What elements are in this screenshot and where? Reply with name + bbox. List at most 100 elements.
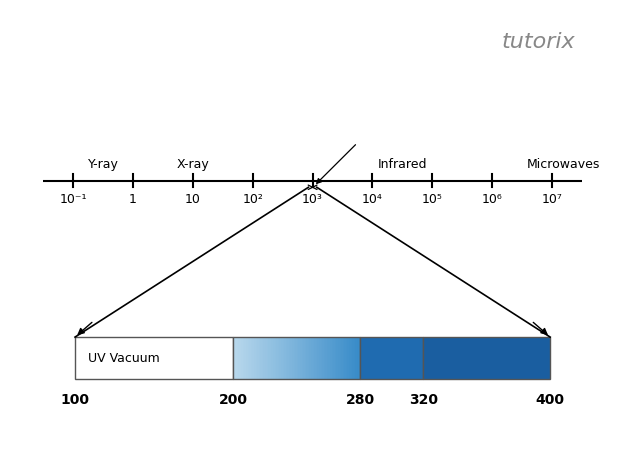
Bar [357, 337, 359, 379]
Text: 10⁵: 10⁵ [422, 192, 443, 205]
Bar [270, 337, 272, 379]
Text: 1: 1 [129, 192, 137, 205]
Bar [346, 337, 348, 379]
Bar [273, 337, 275, 379]
Bar [251, 337, 253, 379]
Text: Infrared: Infrared [378, 157, 427, 170]
Text: 10⁷: 10⁷ [542, 192, 563, 205]
Text: UV Vacuum: UV Vacuum [88, 352, 160, 364]
Bar [325, 337, 327, 379]
Bar [282, 337, 285, 379]
Bar [290, 337, 293, 379]
Bar [336, 337, 339, 379]
Bar [253, 337, 255, 379]
Bar [303, 337, 305, 379]
Text: 320: 320 [409, 392, 438, 406]
Bar [271, 337, 274, 379]
Text: 400: 400 [535, 392, 565, 406]
Bar [254, 337, 256, 379]
Bar [256, 337, 258, 379]
Bar [327, 337, 329, 379]
Text: 10⁻¹: 10⁻¹ [59, 192, 87, 205]
Bar [301, 337, 304, 379]
Bar [268, 337, 271, 379]
Bar [354, 337, 356, 379]
Text: 10⁶: 10⁶ [482, 192, 503, 205]
Bar [358, 337, 361, 379]
Bar [314, 337, 316, 379]
Text: Y-ray: Y-ray [88, 157, 119, 170]
Bar [333, 337, 335, 379]
Text: 200: 200 [219, 392, 248, 406]
Bar [318, 337, 320, 379]
Bar [313, 337, 315, 379]
Bar [265, 337, 267, 379]
Bar [298, 337, 301, 379]
Text: 100: 100 [61, 392, 90, 406]
Bar [284, 337, 287, 379]
Bar [292, 337, 295, 379]
Bar [355, 337, 358, 379]
Bar [311, 337, 313, 379]
Bar [286, 337, 288, 379]
Bar [257, 337, 259, 379]
Bar [278, 337, 280, 379]
Bar [248, 337, 250, 379]
Bar [238, 337, 241, 379]
Bar [329, 337, 331, 379]
Bar [347, 337, 350, 379]
Bar [423, 337, 550, 379]
Bar [332, 337, 334, 379]
Text: 280: 280 [345, 392, 374, 406]
Bar [264, 337, 266, 379]
Bar [350, 337, 353, 379]
Bar [267, 337, 269, 379]
Bar [300, 337, 302, 379]
Bar [243, 337, 245, 379]
Bar [344, 337, 347, 379]
Bar [246, 337, 248, 379]
Text: 10: 10 [185, 192, 201, 205]
Bar [262, 337, 264, 379]
Bar [339, 337, 342, 379]
Bar [343, 337, 345, 379]
Bar [321, 337, 323, 379]
Bar [236, 337, 239, 379]
Bar [245, 337, 247, 379]
Bar [287, 337, 290, 379]
Bar [306, 337, 309, 379]
Bar [289, 337, 291, 379]
Bar [233, 337, 236, 379]
Text: 10⁴: 10⁴ [362, 192, 383, 205]
Bar [335, 337, 337, 379]
Bar [279, 337, 282, 379]
Bar [352, 337, 355, 379]
Bar [275, 337, 277, 379]
Bar [316, 337, 318, 379]
Text: X-ray: X-ray [176, 157, 209, 170]
Bar [319, 337, 321, 379]
Bar [281, 337, 284, 379]
Bar [233, 337, 360, 379]
Bar [322, 337, 324, 379]
Bar [297, 337, 299, 379]
Bar [308, 337, 310, 379]
Bar [241, 337, 244, 379]
Bar [261, 337, 262, 379]
Bar [276, 337, 279, 379]
Bar [293, 337, 296, 379]
Text: 10²: 10² [242, 192, 263, 205]
Text: 10³: 10³ [302, 192, 323, 205]
Bar [75, 337, 233, 379]
Bar [305, 337, 307, 379]
Bar [341, 337, 344, 379]
Bar [235, 337, 237, 379]
Bar [324, 337, 326, 379]
Bar [310, 337, 312, 379]
Bar [295, 337, 298, 379]
Bar [349, 337, 352, 379]
Bar [330, 337, 332, 379]
Bar [360, 337, 423, 379]
Bar [259, 337, 261, 379]
Bar [240, 337, 242, 379]
